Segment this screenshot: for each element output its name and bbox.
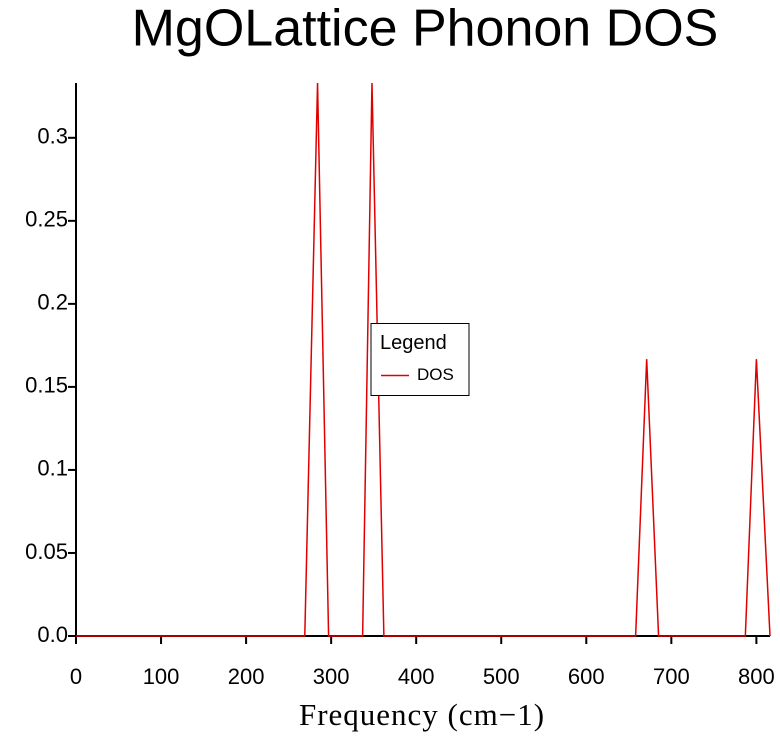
- y-tick-label: 0.05: [25, 539, 68, 564]
- y-tick-label: 0.15: [25, 373, 68, 398]
- x-tick-label: 300: [313, 664, 350, 689]
- x-tick-label: 600: [568, 664, 605, 689]
- y-tick-label: 0.3: [37, 124, 68, 149]
- x-tick-label: 500: [483, 664, 520, 689]
- y-tick-label: 0.1: [37, 456, 68, 481]
- dos-line: [76, 82, 771, 637]
- x-tick-label: 400: [398, 664, 435, 689]
- x-tick-label: 200: [228, 664, 265, 689]
- y-tick-label: 0.2: [37, 290, 68, 315]
- x-tick-label: 700: [653, 664, 690, 689]
- chart-title: MgOLattice Phonon DOS: [132, 0, 719, 58]
- legend-title: Legend: [380, 332, 447, 354]
- x-tick-label: 800: [738, 664, 775, 689]
- x-axis-label: Frequency (cm−1): [299, 697, 545, 732]
- y-tick-label: 0.25: [25, 207, 68, 232]
- x-tick-label: 100: [143, 664, 180, 689]
- y-tick-label: 0.0: [37, 622, 68, 647]
- legend-label: DOS: [417, 365, 454, 384]
- legend-box: [370, 323, 470, 396]
- x-tick-label: 0: [70, 664, 82, 689]
